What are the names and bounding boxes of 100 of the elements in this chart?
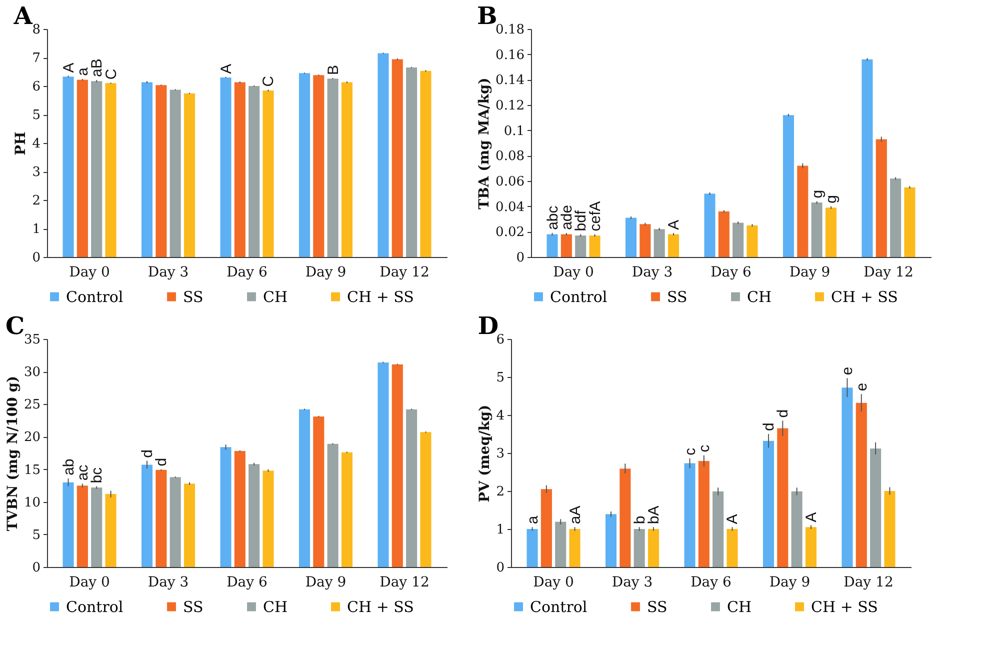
x-tick-label: Day 12 (380, 574, 430, 590)
bar (625, 218, 637, 257)
bar (640, 224, 651, 257)
y-tick-label: 0.12 (496, 98, 524, 114)
y-tick-label: 6 (496, 332, 504, 348)
bar (62, 482, 74, 567)
legend-label: CH + SS (831, 288, 898, 306)
legend-label: CH (747, 288, 772, 306)
x-tick-label: Day 12 (380, 264, 430, 280)
y-tick-label: 0 (32, 560, 40, 576)
bar (184, 93, 196, 257)
legend-label: Control (66, 288, 124, 306)
legend-label: CH (263, 598, 288, 616)
y-tick-label: 0.14 (496, 73, 524, 88)
data-label: d (153, 458, 170, 466)
bar (62, 76, 74, 257)
y-tick-label: 3 (496, 446, 504, 462)
y-axis-title: PH (13, 132, 30, 156)
bar (890, 178, 902, 257)
bar (298, 73, 310, 257)
bar (805, 527, 817, 567)
legend-label: SS (647, 598, 668, 616)
bar (220, 447, 232, 567)
bar (791, 491, 802, 567)
bar (732, 222, 744, 257)
chart-title: A (12, 1, 33, 30)
y-tick-label: 0.18 (496, 22, 524, 38)
x-tick-label: Day 9 (305, 264, 346, 280)
y-tick-label: 0 (516, 250, 524, 266)
bar (560, 234, 572, 257)
y-tick-label: 5 (496, 370, 504, 386)
data-label: A (802, 512, 820, 522)
y-tick-label: 0.06 (496, 174, 524, 190)
bar (105, 494, 116, 567)
legend-label: SS (183, 598, 204, 616)
bar (170, 90, 181, 257)
data-label: A (666, 220, 683, 230)
y-axis-title: PV (meq/kg) (477, 404, 494, 502)
y-tick-label: 8 (32, 22, 40, 38)
y-tick-label: 30 (24, 365, 40, 380)
y-axis-title: TVBN (mg N/100 g) (4, 376, 21, 532)
data-label: d (774, 409, 792, 418)
bar (605, 514, 617, 567)
bar (262, 470, 274, 567)
bar (904, 187, 916, 257)
bar (620, 468, 631, 567)
bar (420, 70, 432, 257)
bar (234, 82, 246, 257)
data-label: B (324, 65, 342, 76)
bar (856, 402, 867, 567)
chart-title: C (5, 311, 25, 340)
x-tick-label: Day 0 (533, 574, 574, 590)
x-tick-label: Day 6 (226, 574, 268, 590)
data-label: C (260, 76, 278, 87)
legend-label: Control (550, 288, 608, 306)
bar (546, 234, 558, 257)
bar (184, 484, 196, 567)
x-tick-label: Day 3 (632, 264, 673, 280)
bar (262, 90, 274, 257)
bar (220, 77, 232, 257)
y-tick-label: 6 (32, 80, 40, 94)
bar (313, 75, 324, 257)
bar (406, 67, 418, 257)
bar (862, 59, 873, 257)
bar (298, 409, 310, 567)
bar (91, 81, 102, 257)
legend-label: CH + SS (347, 598, 414, 616)
y-tick-label: 5 (32, 108, 40, 123)
bar (668, 234, 680, 257)
x-tick-label: Day 9 (305, 574, 346, 590)
legend-label: SS (667, 288, 688, 306)
bar (884, 491, 896, 567)
legend-label: Control (530, 598, 588, 616)
x-tick-label: Day 12 (864, 264, 914, 280)
x-tick-label: Day 9 (769, 574, 810, 590)
bar (718, 211, 730, 257)
x-tick-label: Day 6 (710, 264, 752, 280)
x-tick-label: Day 0 (553, 264, 594, 280)
y-tick-label: 3 (32, 165, 40, 180)
x-tick-label: Day 3 (148, 264, 189, 280)
y-tick-label: 1 (32, 222, 40, 237)
legend-label: CH (263, 288, 288, 306)
x-tick-label: Day 6 (690, 574, 732, 590)
data-label: d (760, 422, 778, 431)
legend-label: CH (727, 598, 752, 616)
bar (248, 464, 260, 567)
legend-label: CH + SS (811, 598, 878, 616)
bar (156, 470, 167, 567)
bar (327, 444, 338, 567)
bar (555, 522, 566, 567)
y-tick-label: 2 (496, 484, 504, 500)
bar (704, 194, 716, 257)
bar (762, 440, 774, 567)
bar (313, 416, 324, 567)
bar (420, 432, 432, 567)
bar (540, 489, 552, 567)
bar (170, 477, 181, 567)
legend-label: CH + SS (347, 288, 414, 306)
data-label: A (724, 514, 742, 524)
bar (91, 488, 102, 567)
